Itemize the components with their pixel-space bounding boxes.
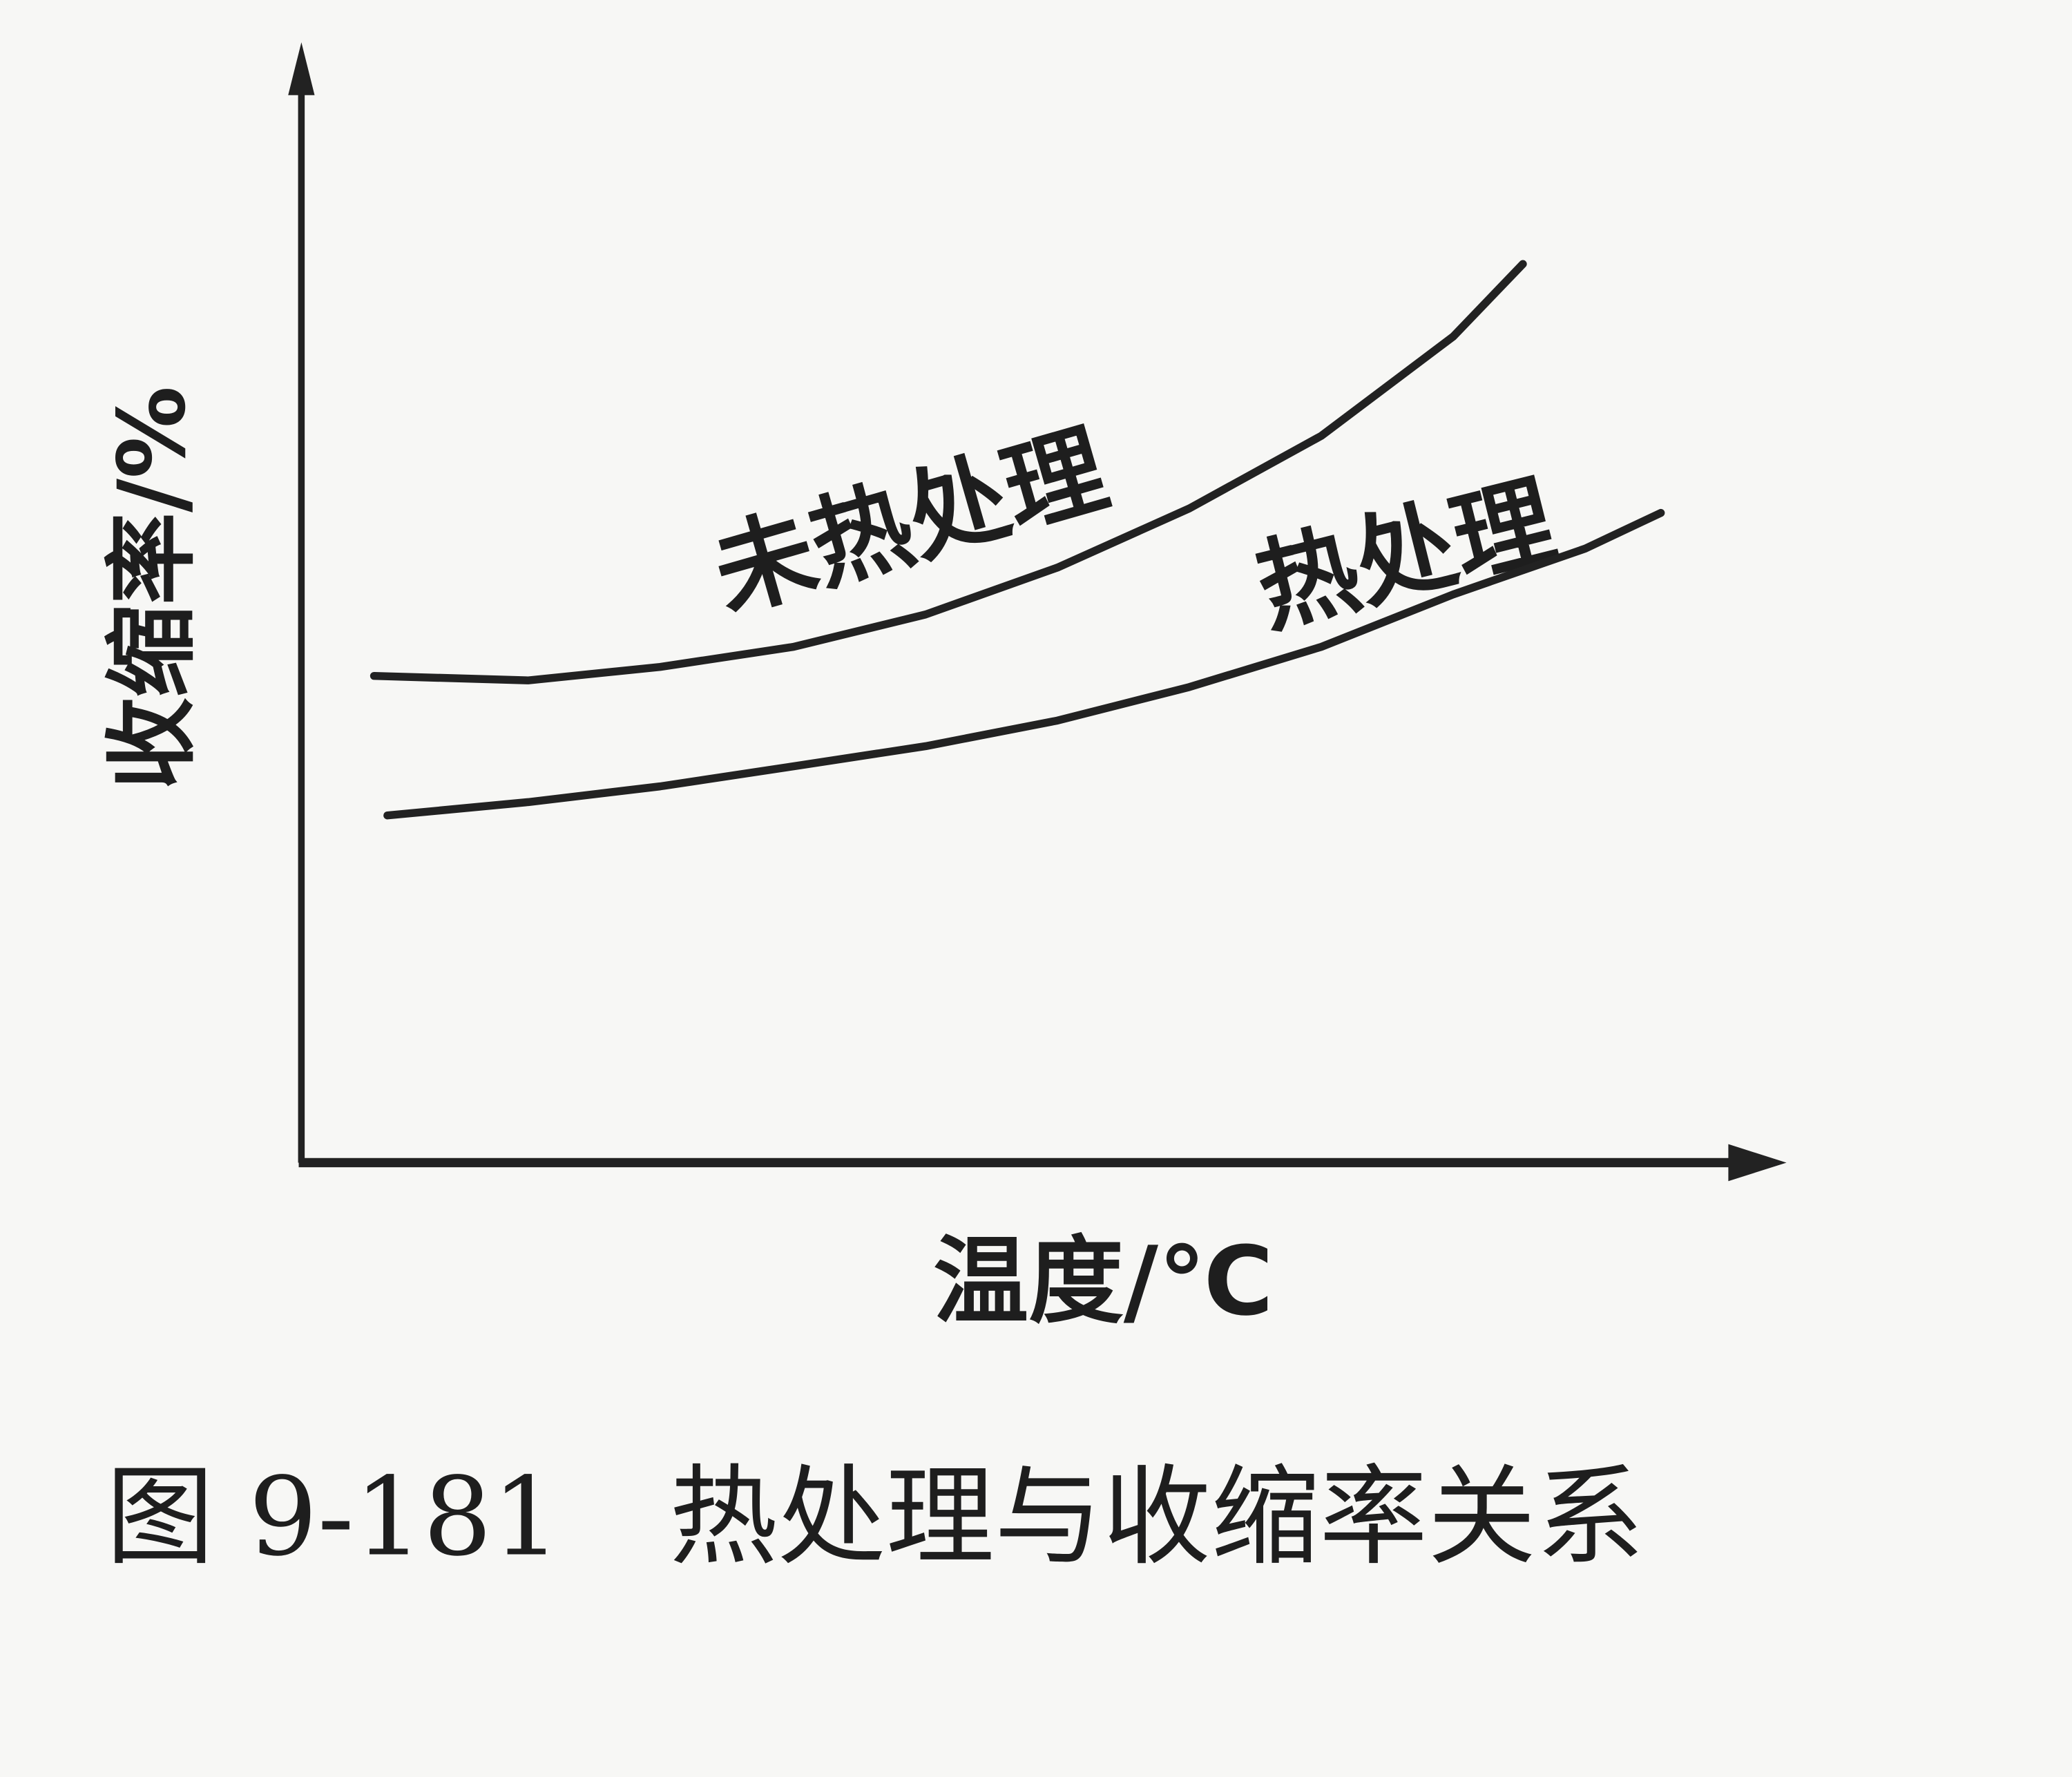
x-axis-arrow bbox=[1728, 1144, 1787, 1182]
x-axis-label: 温度/℃ bbox=[933, 1227, 1274, 1337]
caption: 图 9-181 热处理与收缩率关系 bbox=[106, 1454, 1644, 1580]
curve bbox=[383, 508, 1665, 820]
curve bbox=[370, 260, 1527, 684]
y-axis-label: 收缩率/% bbox=[98, 386, 206, 790]
y-axis-arrow bbox=[288, 42, 315, 95]
